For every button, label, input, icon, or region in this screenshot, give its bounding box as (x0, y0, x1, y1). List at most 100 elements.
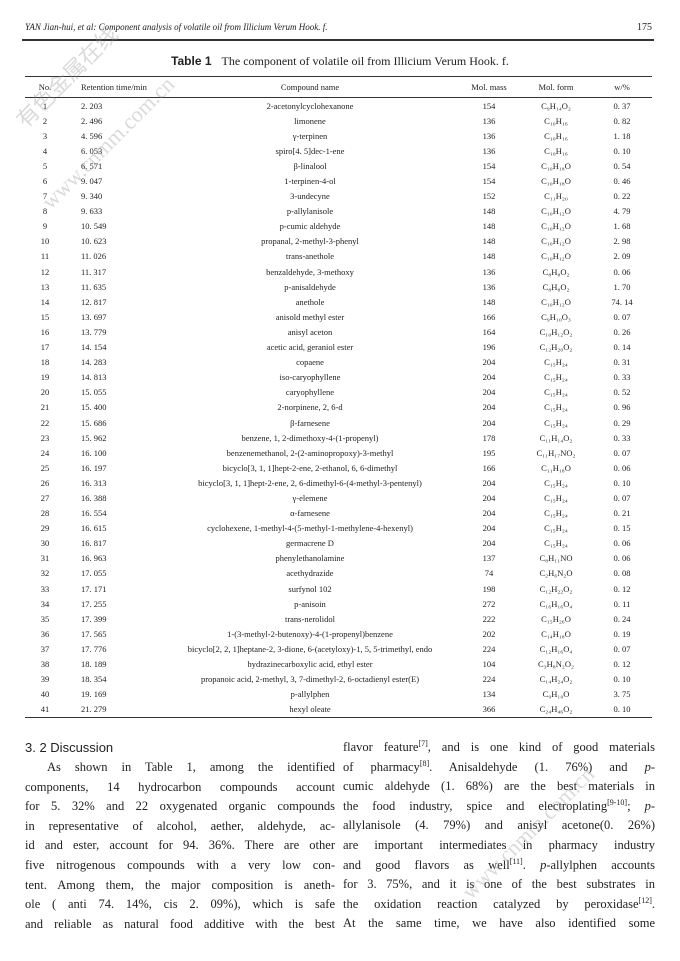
table-row: 21 15. 400 2-norpinene, 2, 6-d 204 C₁₅H₂₄ 0. … (25, 400, 652, 415)
col-retention-time-cell: 15. 400 (81, 402, 107, 413)
col-w-cell: 0. 31 (613, 357, 631, 368)
citation: [12] (638, 895, 652, 905)
col-retention-time-cell: 12. 817 (81, 296, 107, 307)
table-row: 14 12. 817 anethole 148 C₁₀H₁₂O 74. 14 (25, 294, 652, 309)
col-mol-mass-cell: 148 (482, 236, 496, 247)
col-w-cell: 0. 08 (613, 568, 631, 579)
col-mol-mass-cell: 136 (482, 266, 496, 277)
col-mol-mass-cell: 204 (482, 357, 496, 368)
col-no-cell: 18 (40, 357, 50, 368)
col-w-cell: 0. 15 (613, 523, 631, 534)
col-mol-form-cell: C₁₅H₂₄ (544, 387, 568, 398)
col-compound-name-cell: bicyclo[3, 1, 1]hept-2-ene, 2-ethanol, 6… (222, 462, 398, 473)
header-col-no: No. (25, 76, 65, 98)
col-retention-time-cell: 17. 171 (81, 583, 107, 594)
col-w-cell: 0. 29 (613, 417, 631, 428)
col-no-cell: 17 (40, 342, 50, 353)
text-line: for 5. 32% and 22 oxygenated organic com… (25, 797, 335, 817)
table-row: 4 6. 053 spiro[4. 5]dec-1-ene 136 C₁₀H₁₆ 0. 1… (25, 143, 652, 158)
col-retention-time-cell: 14. 154 (81, 342, 107, 353)
col-no-cell: 13 (40, 281, 50, 292)
col-w-cell: 0. 52 (613, 387, 631, 398)
col-mol-mass-cell: 154 (482, 176, 496, 187)
col-mol-form-cell: C₁₅H₂₄ (544, 372, 568, 383)
text-line: the food industry, spice and electroplat… (343, 797, 655, 817)
col-w-cell: 0. 22 (613, 191, 631, 202)
text-run: At the same time, we have also identifie… (343, 916, 655, 931)
text-run: for 3. 75%, and it is one of the best su… (343, 877, 655, 892)
col-w-cell: 2. 98 (613, 236, 631, 247)
col-no-cell: 12 (40, 266, 50, 277)
table-label: Table 1 (171, 54, 212, 68)
col-no-cell: 27 (40, 492, 50, 503)
col-mol-mass-cell: 204 (482, 402, 496, 413)
col-w-cell: 0. 10 (613, 477, 631, 488)
col-compound-name-cell: β-linalool (293, 160, 327, 171)
col-retention-time-cell: 16. 817 (81, 538, 107, 549)
text-run: and good flavors as well (343, 857, 510, 872)
col-retention-time-cell: 17. 255 (81, 598, 107, 609)
col-mol-mass-cell: 204 (482, 417, 496, 428)
col-mol-mass-cell: 195 (482, 447, 496, 458)
col-mol-mass-cell: 204 (482, 523, 496, 534)
col-compound-name-cell: anisyl aceton (287, 326, 333, 337)
col-retention-time-cell: 2. 203 (81, 100, 103, 111)
col-mol-form-cell: C₁₂H₁₆O₄ (539, 643, 573, 654)
text-run: the oxidation reaction catalyzed by pero… (343, 896, 639, 911)
col-w-cell: 0. 06 (613, 538, 631, 549)
col-mol-mass-cell: 204 (482, 508, 496, 519)
col-retention-time-cell: 16. 554 (81, 508, 107, 519)
text-run: cumic aldehyde (1. 68%) are the best mat… (343, 779, 655, 794)
text-run: the food industry, spice and electroplat… (343, 798, 608, 813)
citation: [11] (509, 856, 523, 866)
col-no-cell: 3 (42, 130, 48, 141)
col-w-cell: 0. 24 (613, 613, 631, 624)
col-compound-name-cell: β-farnesene (290, 417, 330, 428)
table-row: 20 15. 055 caryophyllene 204 C₁₅H₂₄ 0. 52 (25, 385, 652, 400)
text-line: are important intermediates in pharmacy … (343, 836, 655, 856)
col-mol-mass-cell: 136 (482, 145, 496, 156)
col-compound-name-cell: germacrene D (286, 538, 334, 549)
col-mol-mass-cell: 148 (482, 296, 496, 307)
col-compound-name-cell: cyclohexene, 1-methyl-4-(5-methyl-1-meth… (207, 523, 413, 534)
text-run: As shown in Table 1, among the identifie… (47, 760, 335, 774)
running-title: YAN Jian-hui, et al: Component analysis … (25, 22, 328, 32)
col-retention-time-cell: 16. 615 (81, 523, 107, 534)
table-row: 38 18. 189 hydrazinecarboxylic acid, ethyl… (25, 656, 652, 671)
col-w-cell: 0. 12 (613, 583, 631, 594)
text-run: in representative of alcohol, aether, al… (25, 818, 335, 833)
col-no-cell: 15 (40, 311, 50, 322)
col-mol-form-cell: C₁₀H₁₂O (541, 236, 571, 247)
col-mol-form-cell: C₉H₁₄O₂ (541, 100, 571, 111)
col-w-cell: 1. 70 (613, 281, 631, 292)
col-retention-time-cell: 9. 047 (81, 176, 103, 187)
table-row: 10 10. 623 propanal, 2-methyl-3-phenyl 148 C… (25, 234, 652, 249)
col-compound-name-cell: α-farnesene (290, 508, 330, 519)
col-compound-name-cell: p-allylanisole (286, 206, 334, 217)
col-no-cell: 28 (40, 508, 50, 519)
col-mol-mass-cell: 198 (482, 583, 496, 594)
text-line: As shown in Table 1, among the identifie… (25, 758, 335, 778)
text-run: of pharmacy (343, 759, 420, 774)
col-mol-form-cell: C₁₅H₂₄ (544, 492, 568, 503)
col-mol-mass-cell: 134 (482, 689, 496, 700)
table-row: 36 17. 565 1-(3-methyl-2-butenoxy)-4-(1-pr… (25, 626, 652, 641)
col-mol-form-cell: C₁₆H₁₆O₄ (539, 598, 573, 609)
col-mol-mass-cell: 204 (482, 387, 496, 398)
col-no-cell: 37 (40, 643, 50, 654)
col-mol-mass-cell: 148 (482, 206, 496, 217)
col-mol-mass-cell: 136 (482, 281, 496, 292)
col-w-cell: 0. 12 (613, 659, 631, 670)
header-col-retention-time: Retention time/min (65, 76, 162, 98)
col-no-cell: 36 (40, 628, 50, 639)
col-compound-name-cell: 3-undecyne (290, 191, 330, 202)
right-column-text: flavor feature[7], and is one kind of go… (343, 738, 655, 934)
col-mol-mass-cell: 222 (482, 613, 496, 624)
col-mol-form-cell: C₁₅H₂₄ (544, 417, 568, 428)
col-w-cell: 0. 96 (613, 402, 631, 413)
text-run: . (651, 896, 655, 911)
col-mol-form-cell: C₁₀H₁₈O (541, 160, 571, 171)
header-col-compound-name: Compound name (162, 76, 458, 98)
col-mol-form-cell: C₉H₁₀O₃ (541, 311, 571, 322)
text-run: for 5. 32% and 22 oxygenated organic com… (25, 799, 335, 814)
